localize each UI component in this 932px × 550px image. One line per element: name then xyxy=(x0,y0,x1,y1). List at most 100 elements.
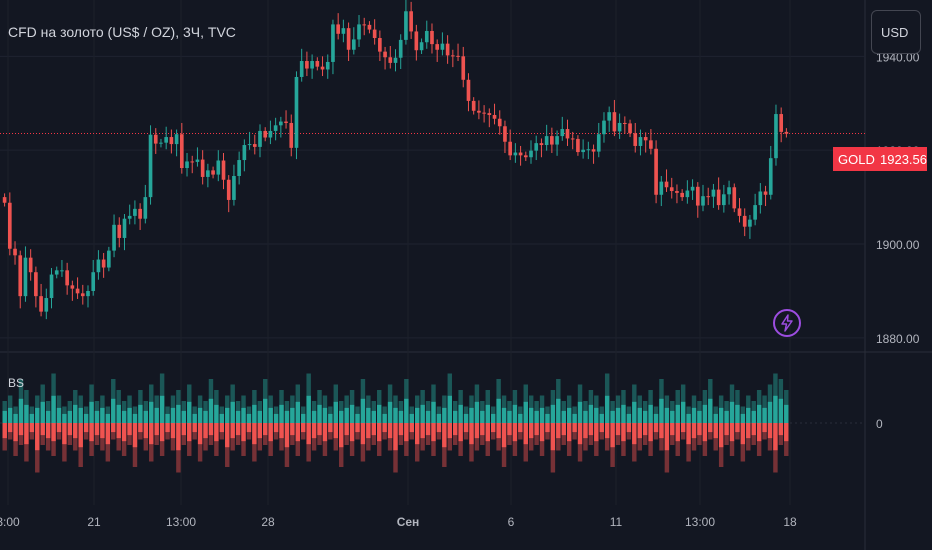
candle xyxy=(706,196,711,198)
candle xyxy=(39,296,43,312)
buy-bar xyxy=(664,407,670,423)
buy-bar xyxy=(632,401,637,423)
sell-bar xyxy=(713,423,718,439)
x-tick-label: 13:00 xyxy=(685,515,715,529)
sell-bar xyxy=(35,423,40,451)
buy-bar xyxy=(295,401,301,423)
candle xyxy=(722,194,726,206)
buy-bar xyxy=(436,413,442,423)
sell-bar xyxy=(463,423,469,433)
sell-bar xyxy=(697,423,702,436)
candle xyxy=(346,28,351,50)
buy-bar xyxy=(355,413,360,423)
x-tick-label: 6 xyxy=(508,515,515,529)
buy-bar xyxy=(610,410,615,423)
sell-bar xyxy=(279,423,284,439)
sell-bar xyxy=(328,423,333,433)
buy-bar xyxy=(333,401,339,423)
sell-bar xyxy=(642,423,648,436)
sell-bar xyxy=(436,423,442,433)
buy-bar xyxy=(143,410,149,423)
buy-bar xyxy=(485,404,490,423)
candle xyxy=(351,39,356,50)
buy-bar xyxy=(105,413,111,423)
sell-bar xyxy=(550,423,556,451)
buy-bar xyxy=(165,413,170,423)
candle xyxy=(341,28,346,34)
candle xyxy=(534,143,539,151)
sell-bar xyxy=(740,423,746,445)
sell-bar xyxy=(138,423,143,433)
sell-bar xyxy=(626,423,632,433)
buy-bar xyxy=(306,395,311,423)
sell-bar xyxy=(105,423,111,445)
candle xyxy=(461,56,466,80)
sell-bar xyxy=(51,423,56,442)
sell-bar xyxy=(301,423,306,433)
buy-bar xyxy=(45,410,51,423)
bs-volume-bars: 0 xyxy=(0,373,883,473)
candle xyxy=(466,79,471,101)
sell-bar xyxy=(708,423,713,433)
sell-bar xyxy=(474,423,480,439)
sell-bar xyxy=(268,423,273,442)
buy-bar xyxy=(735,404,740,423)
sell-bar xyxy=(566,423,572,442)
currency-button[interactable]: USD xyxy=(871,10,921,54)
candle xyxy=(28,257,33,273)
buy-bar xyxy=(382,413,387,423)
candle xyxy=(570,138,575,140)
candle xyxy=(669,187,674,192)
buy-bar xyxy=(62,413,67,423)
buy-bar xyxy=(675,404,680,423)
sell-bar xyxy=(29,423,35,433)
sell-bar xyxy=(214,423,219,442)
candle xyxy=(768,158,773,195)
sell-bar xyxy=(588,423,594,436)
buy-bar xyxy=(89,401,94,423)
buy-bar xyxy=(746,407,751,423)
sell-bar xyxy=(311,423,317,439)
buy-bar xyxy=(501,407,507,423)
bs-indicator-label[interactable]: BS xyxy=(8,376,25,390)
buy-bar xyxy=(284,410,290,423)
buy-bar xyxy=(51,395,56,423)
candle xyxy=(60,270,64,272)
candle xyxy=(13,248,17,256)
sell-bar xyxy=(501,423,507,448)
sell-bar xyxy=(447,423,452,439)
candle xyxy=(550,136,554,145)
candle xyxy=(49,274,54,299)
sell-bar xyxy=(577,423,583,445)
sell-bar xyxy=(431,423,436,442)
sell-bar xyxy=(181,423,187,436)
buy-bar xyxy=(653,413,659,423)
sell-bar xyxy=(393,423,398,451)
sell-bar xyxy=(425,423,431,436)
zero-label: 0 xyxy=(876,417,883,431)
buy-bar xyxy=(518,413,523,423)
buy-bar xyxy=(594,407,599,423)
candle xyxy=(659,181,664,195)
candle xyxy=(96,259,101,273)
alert-button[interactable] xyxy=(773,309,801,337)
candle xyxy=(623,122,627,124)
x-tick-label: 18 xyxy=(783,515,797,529)
candle xyxy=(226,179,231,200)
buy-bar xyxy=(154,407,159,423)
candle xyxy=(409,11,413,32)
buy-bar xyxy=(762,407,767,423)
buy-bar xyxy=(279,404,284,423)
buy-bar xyxy=(116,404,121,423)
buy-bar xyxy=(100,407,105,423)
candle xyxy=(695,186,700,206)
buy-bar xyxy=(702,404,708,423)
candle xyxy=(424,30,429,43)
buy-bar xyxy=(425,410,431,423)
buy-bar xyxy=(512,404,518,423)
buy-bar xyxy=(290,407,295,423)
candle xyxy=(617,122,622,132)
buy-bar xyxy=(528,407,534,423)
